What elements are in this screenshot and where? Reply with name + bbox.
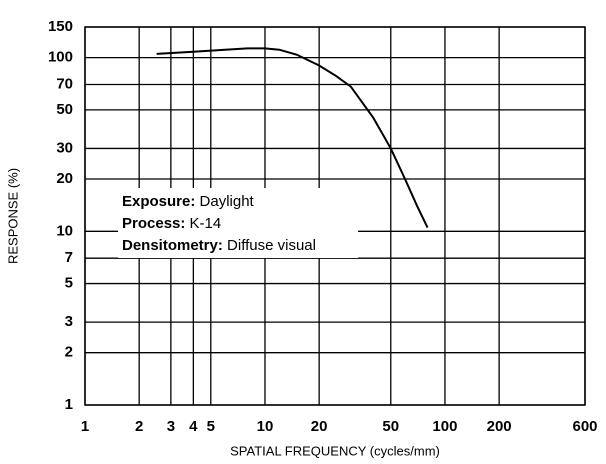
x-tick-label: 200 [487, 418, 512, 435]
y-tick-label: 30 [56, 139, 73, 156]
x-tick-label: 1 [81, 418, 89, 435]
plot-frame [84, 26, 586, 406]
x-tick-label: 20 [311, 418, 328, 435]
y-tick-label: 70 [56, 75, 73, 92]
annotation-label: Exposure: [122, 193, 195, 210]
x-tick-label: 50 [382, 418, 399, 435]
x-axis-label: SPATIAL FREQUENCY (cycles/mm) [230, 443, 440, 458]
annotation: Process: K-14 [122, 215, 221, 232]
x-tick-label: 5 [207, 418, 215, 435]
y-tick-label: 150 [48, 18, 73, 35]
annotation: Exposure: Daylight [122, 193, 255, 210]
y-tick-label: 100 [48, 49, 73, 66]
y-tick-label: 20 [56, 170, 73, 187]
annotation: Densitometry: Diffuse visual [122, 237, 316, 254]
x-tick-label: 10 [257, 418, 274, 435]
annotation-text: Daylight [200, 193, 255, 210]
y-tick-label: 10 [56, 222, 73, 239]
y-tick-label: 2 [65, 344, 73, 361]
line [156, 47, 429, 229]
annotation-text: K-14 [190, 215, 222, 232]
y-tick-label: 5 [65, 275, 73, 292]
x-tick-label: 100 [432, 418, 457, 435]
y-tick-label: 7 [65, 249, 73, 266]
annotation-box [118, 188, 358, 258]
annotation-label: Process: [122, 215, 185, 232]
annotation-text: Diffuse visual [227, 237, 316, 254]
annotation-label: Densitometry: [122, 237, 223, 254]
y-tick-label: 3 [65, 313, 73, 330]
x-tick-label: 600 [572, 418, 597, 435]
x-tick-label: 3 [167, 418, 175, 435]
y-tick-label: 50 [56, 101, 73, 118]
x-tick-label: 4 [189, 418, 198, 435]
x-tick-label: 2 [135, 418, 143, 435]
y-axis-label: RESPONSE (%) [5, 168, 20, 264]
y-tick-label: 1 [65, 396, 73, 413]
